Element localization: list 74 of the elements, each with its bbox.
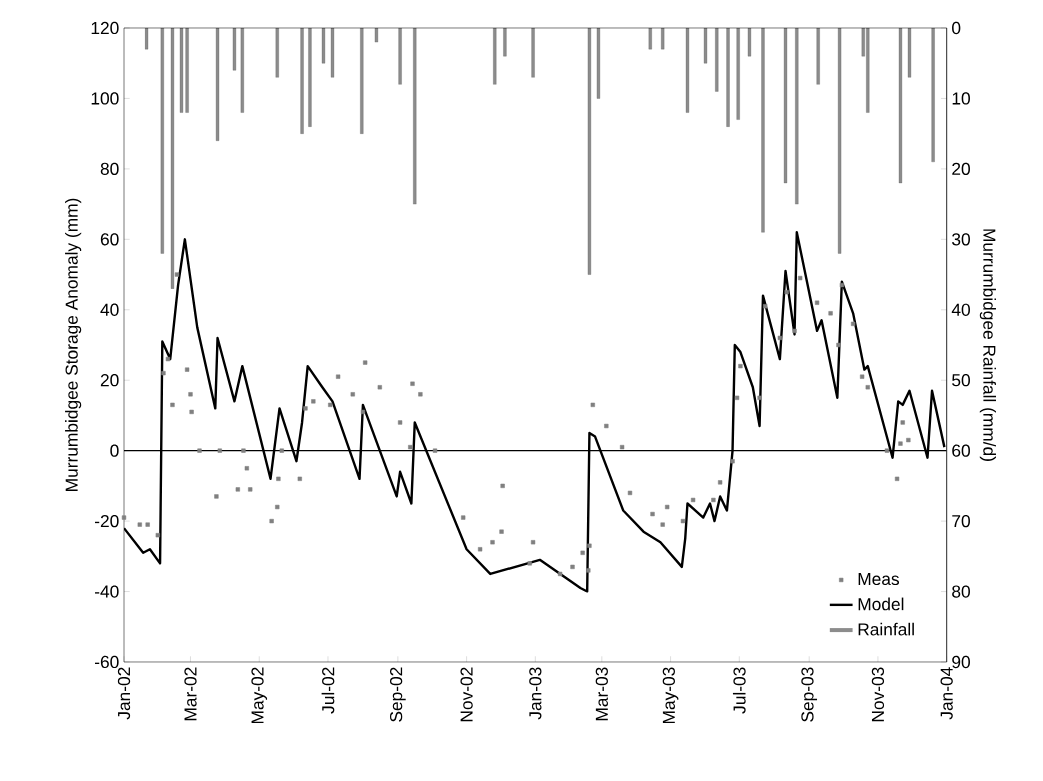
bar [747,28,752,57]
bar [531,28,535,78]
x-tick-label: Sep-03 [801,667,818,722]
legend-label: Rainfall [858,622,914,636]
x-tick-label: Mar-02 [184,667,197,721]
bar [360,28,364,134]
bar [160,28,164,254]
y2-tick-label: 70 [952,514,970,528]
y-tick-label: 40 [100,303,119,316]
bar [685,28,690,113]
y2-tick-label: 90 [952,655,970,669]
x-tick-label: Jul-02 [321,667,335,714]
bar [232,28,237,71]
y-tick-label: -40 [95,585,119,598]
y2-tick-label: 20 [952,162,970,176]
y2-axis-title: Murrumbidgee Rainfall (mm/d) [979,229,996,461]
bar [215,28,220,141]
y-tick-label: 80 [100,162,119,176]
x-tick-label: Jan-04 [940,667,953,720]
bar [838,28,842,254]
x-tick-label: Jan-02 [117,667,131,720]
x-tick-label: May-02 [251,667,268,724]
bar [736,28,740,120]
y2-tick-label: 60 [952,444,970,457]
legend-label: Meas [858,572,900,586]
bar [374,28,379,43]
y2-tick-label: 50 [952,374,970,387]
bar [648,28,652,50]
bar [503,28,507,57]
x-tick-label: May-03 [662,667,679,724]
x-tick-label: Mar-03 [595,667,608,721]
bar [715,28,719,92]
y2-tick-label: 40 [951,303,970,316]
bar [398,28,402,85]
bar [898,28,903,184]
legend-label: Model [858,597,904,611]
bar [907,28,912,78]
y2-tick-label: 0 [952,21,961,35]
bar [170,28,175,289]
x-tick-label: Nov-02 [460,667,473,722]
y-tick-label: 0 [110,444,119,457]
bar [321,28,326,64]
bar [761,28,765,233]
y-tick-label: 120 [91,21,119,35]
y-tick-label: 100 [91,92,119,105]
x-tick-label: Sep-02 [389,667,406,722]
x-tick-label: Jul-03 [732,667,746,714]
bar [726,28,730,127]
bar [144,28,149,50]
y-tick-label: -20 [95,514,119,528]
bar [816,28,820,85]
y-tick-label: 60 [100,233,119,246]
bar [493,28,497,85]
y-axis-title: Murrumbidgee Storage Anomaly (mm) [65,198,82,491]
y2-tick-label: 80 [952,585,970,598]
y2-tick-label: 30 [952,233,970,246]
bar [661,28,665,50]
bar [596,28,601,99]
bar [795,28,799,205]
bar [783,28,788,184]
bar [330,28,335,78]
y2-tick-label: 10 [952,92,970,105]
bar [413,28,417,205]
y-tick-label: -60 [95,655,119,669]
bar [240,28,244,113]
bar [587,28,592,275]
y-tick-label: 20 [100,374,119,387]
bar [308,28,312,127]
x-tick-label: Jan-03 [529,667,542,720]
bar [300,28,304,134]
x-tick-label: Nov-03 [871,667,885,722]
bar [703,28,708,64]
bar [931,28,935,162]
bar [275,28,279,78]
